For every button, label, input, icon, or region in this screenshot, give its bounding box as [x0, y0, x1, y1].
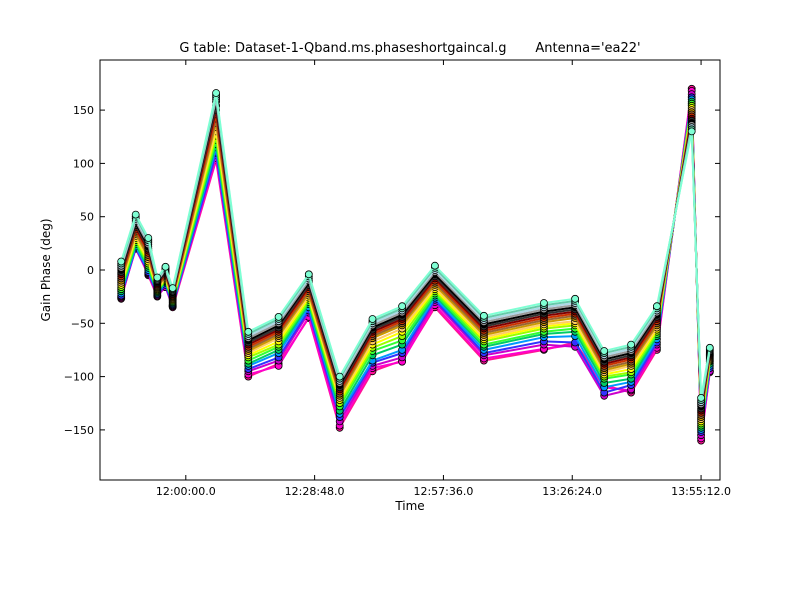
- y-tick-label: −50: [71, 317, 94, 330]
- y-tick-label: 150: [73, 104, 94, 117]
- data-point: [627, 340, 635, 349]
- data-point: [335, 372, 344, 381]
- data-point: [571, 294, 579, 303]
- data-point: [540, 299, 548, 307]
- chart-title: G table: Dataset-1-Qband.ms.phaseshortga…: [179, 41, 640, 56]
- data-point: [687, 127, 696, 136]
- data-point: [430, 261, 439, 270]
- data-point: [368, 315, 377, 323]
- y-tick-label: 100: [73, 157, 94, 170]
- data-point: [274, 312, 283, 321]
- series-layer: [117, 84, 714, 445]
- data-point: [479, 311, 488, 320]
- x-tick-label: 12:57:36.0: [413, 485, 473, 498]
- y-tick-label: 0: [87, 264, 94, 277]
- data-point: [705, 343, 714, 352]
- x-tick-label: 13:26:24.0: [542, 485, 602, 498]
- data-point: [398, 302, 407, 311]
- data-point: [144, 234, 153, 242]
- data-point: [212, 89, 221, 97]
- y-tick-label: −150: [64, 424, 94, 437]
- plot-area: [99, 59, 721, 481]
- x-axis-label: Time: [394, 499, 424, 513]
- data-point: [244, 327, 253, 336]
- data-point: [653, 302, 661, 311]
- y-axis-label: Gain Phase (deg): [39, 218, 53, 321]
- y-tick-label: −100: [64, 371, 94, 384]
- x-tick-label: 12:28:48.0: [285, 485, 345, 498]
- data-point: [117, 257, 126, 266]
- data-point: [131, 210, 140, 219]
- data-point: [697, 393, 705, 402]
- y-tick-label: 50: [80, 211, 94, 224]
- data-point: [304, 270, 313, 279]
- data-point: [168, 284, 177, 293]
- y-axis-ticks: 150 100 50 0 −50 −100 −150: [64, 104, 720, 437]
- x-axis-ticks: 12:00:00.0 12:28:48.0 12:57:36.0 13:26:24.0…: [156, 60, 731, 498]
- series-19: [117, 89, 714, 402]
- x-tick-label: 12:00:00.0: [156, 485, 216, 498]
- data-point: [153, 273, 162, 282]
- data-point: [600, 347, 609, 355]
- x-tick-label: 13:55:12.0: [671, 485, 731, 498]
- data-point: [161, 262, 170, 271]
